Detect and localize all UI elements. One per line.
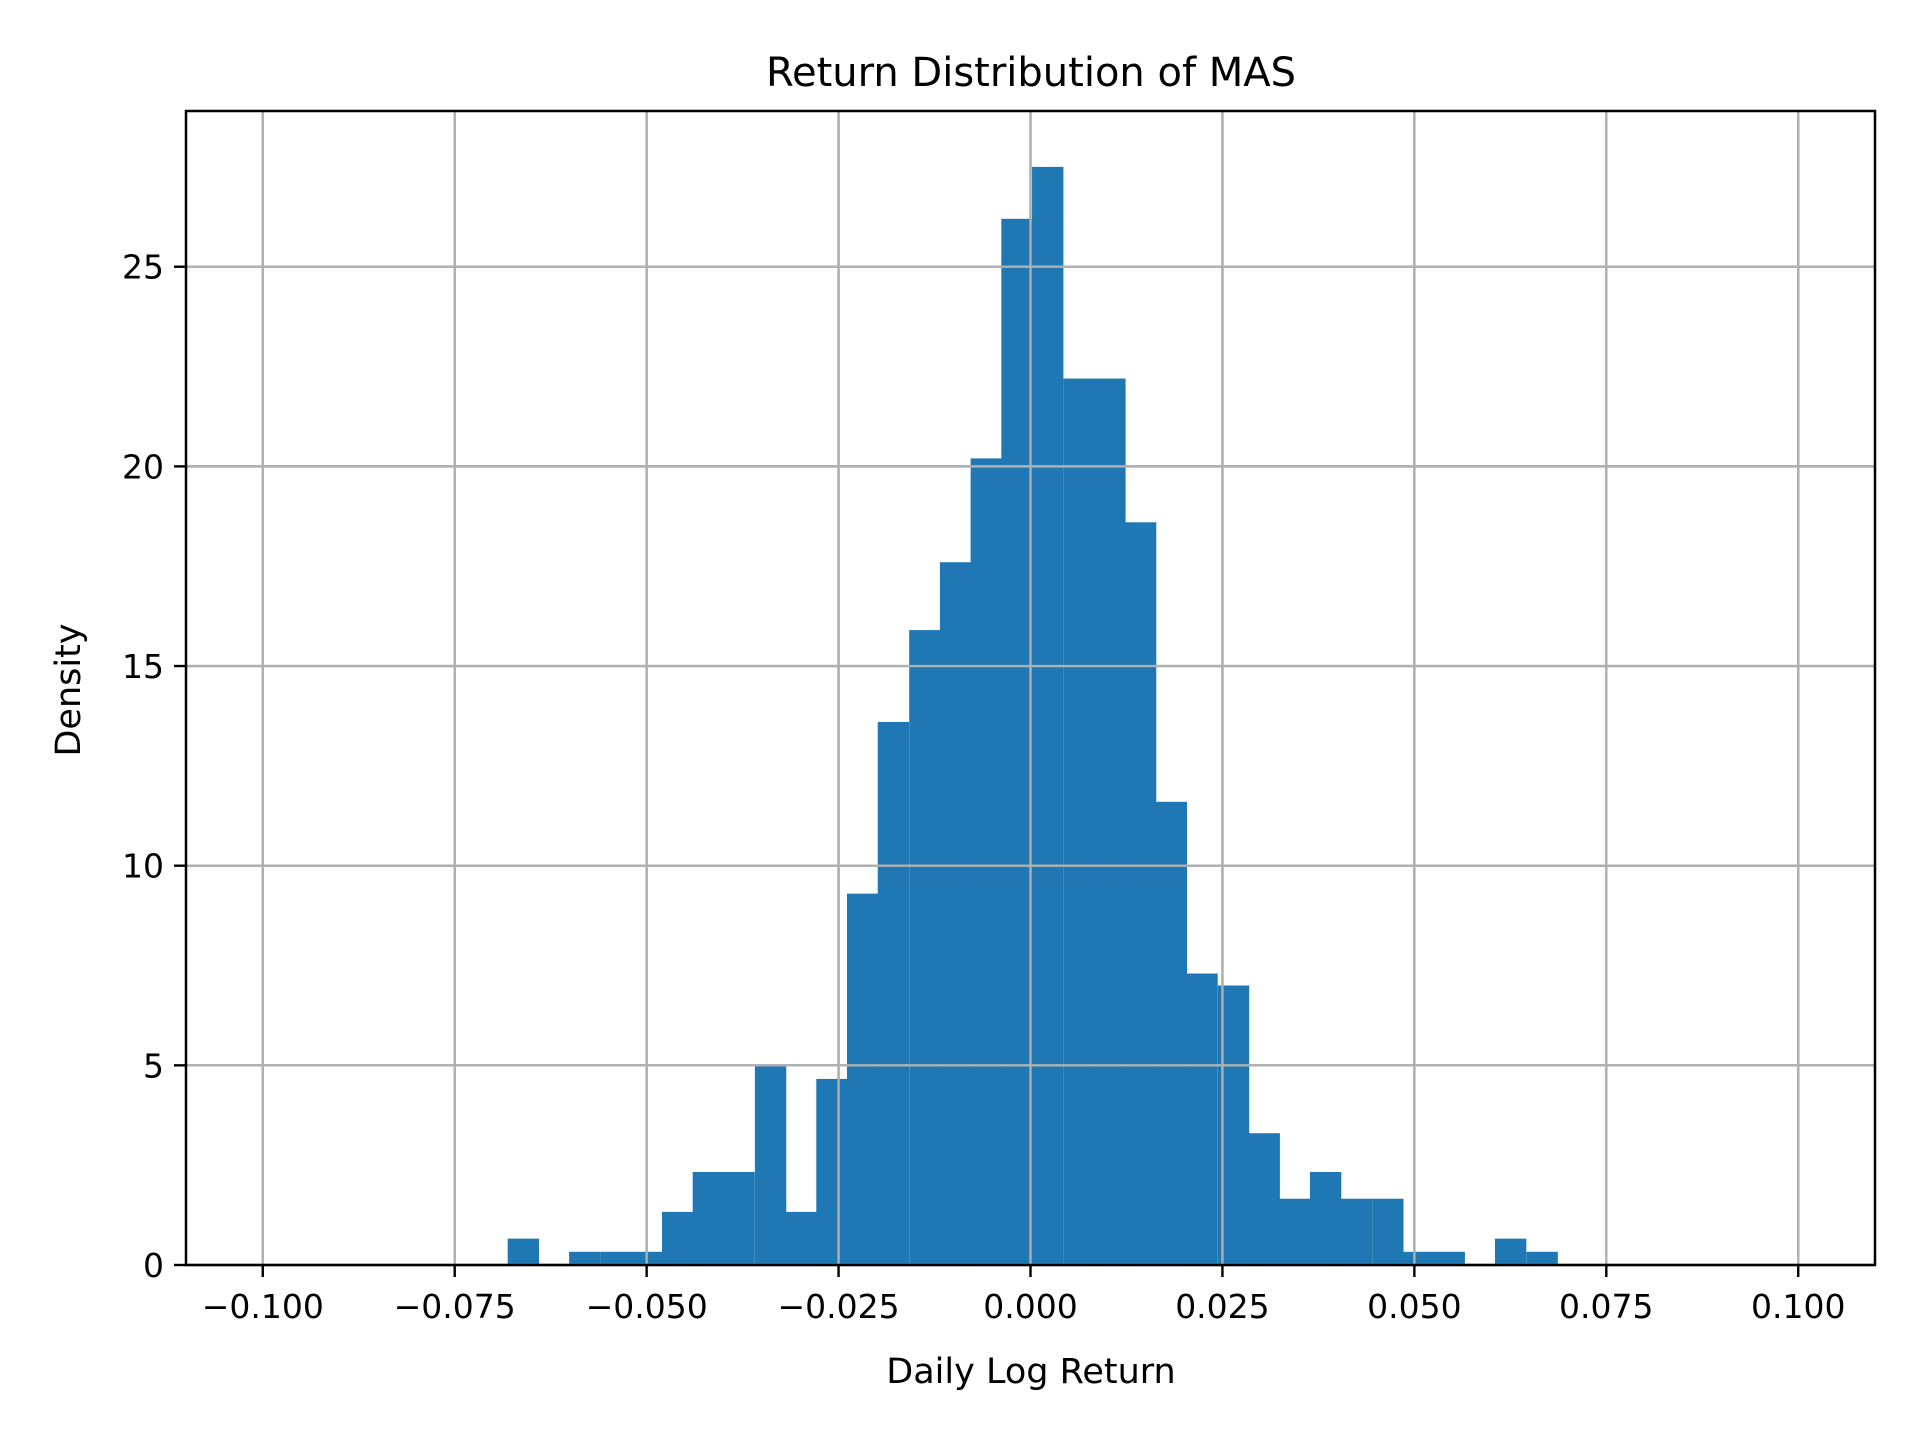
histogram-bar	[692, 1171, 725, 1265]
histogram-bar	[909, 630, 941, 1265]
histogram-bar	[847, 893, 879, 1265]
histogram-bar	[816, 1078, 848, 1265]
histogram-bar	[1186, 973, 1218, 1265]
histogram-bar	[1094, 378, 1126, 1265]
histogram-bar	[877, 721, 910, 1265]
x-tick-label: 0.000	[983, 1287, 1077, 1326]
x-axis-ticks: −0.100 −0.075 −0.050 −0.025 0.000 0.025 0.050 0…	[202, 1265, 1845, 1326]
histogram-bar	[1402, 1251, 1435, 1265]
histogram-bar	[1372, 1198, 1404, 1265]
histogram-bar	[1248, 1133, 1280, 1265]
histogram-bar	[939, 562, 972, 1265]
histogram-bar	[1155, 801, 1188, 1265]
histogram-bar	[1124, 522, 1157, 1265]
histogram-bar	[1032, 166, 1064, 1266]
x-axis-label: Daily Log Return	[886, 1352, 1175, 1392]
y-tick-label: 25	[122, 248, 164, 287]
histogram-bar	[785, 1211, 817, 1265]
histogram-bar	[569, 1251, 601, 1265]
histogram-bar	[1001, 218, 1033, 1266]
histogram-bar	[661, 1211, 694, 1265]
histogram-bar	[1063, 378, 1095, 1265]
x-tick-label: −0.100	[202, 1287, 324, 1326]
x-tick-label: −0.025	[778, 1287, 900, 1326]
x-tick-label: 0.050	[1367, 1287, 1461, 1326]
x-tick-label: −0.050	[586, 1287, 708, 1326]
grid-lines-overlay	[186, 111, 1875, 1267]
histogram-bar	[1309, 1171, 1342, 1265]
histogram-bar	[970, 458, 1002, 1265]
histogram-bars	[507, 166, 1558, 1266]
histogram-bar	[507, 1238, 540, 1265]
y-tick-label: 0	[143, 1246, 164, 1285]
histogram-bar	[1279, 1198, 1311, 1265]
y-tick-label: 10	[122, 847, 164, 886]
x-tick-label: 0.100	[1751, 1287, 1845, 1326]
x-tick-label: 0.075	[1559, 1287, 1653, 1326]
histogram-bar	[1494, 1238, 1527, 1265]
histogram-bar	[1526, 1251, 1558, 1265]
chart-title: Return Distribution of MAS	[766, 50, 1296, 96]
y-tick-label: 15	[122, 647, 164, 686]
histogram-bar	[1433, 1251, 1465, 1265]
histogram-bar	[1340, 1198, 1373, 1265]
y-tick-label: 5	[143, 1046, 164, 1085]
x-tick-label: 0.025	[1175, 1287, 1269, 1326]
y-axis-ticks: 0 5 10 15 20 25	[122, 248, 186, 1285]
histogram-bar	[600, 1251, 632, 1265]
histogram-bar	[754, 1065, 787, 1265]
histogram-bar	[723, 1171, 755, 1265]
y-tick-label: 20	[122, 447, 164, 486]
y-axis-label: Density	[49, 623, 89, 756]
x-tick-label: −0.075	[394, 1287, 516, 1326]
